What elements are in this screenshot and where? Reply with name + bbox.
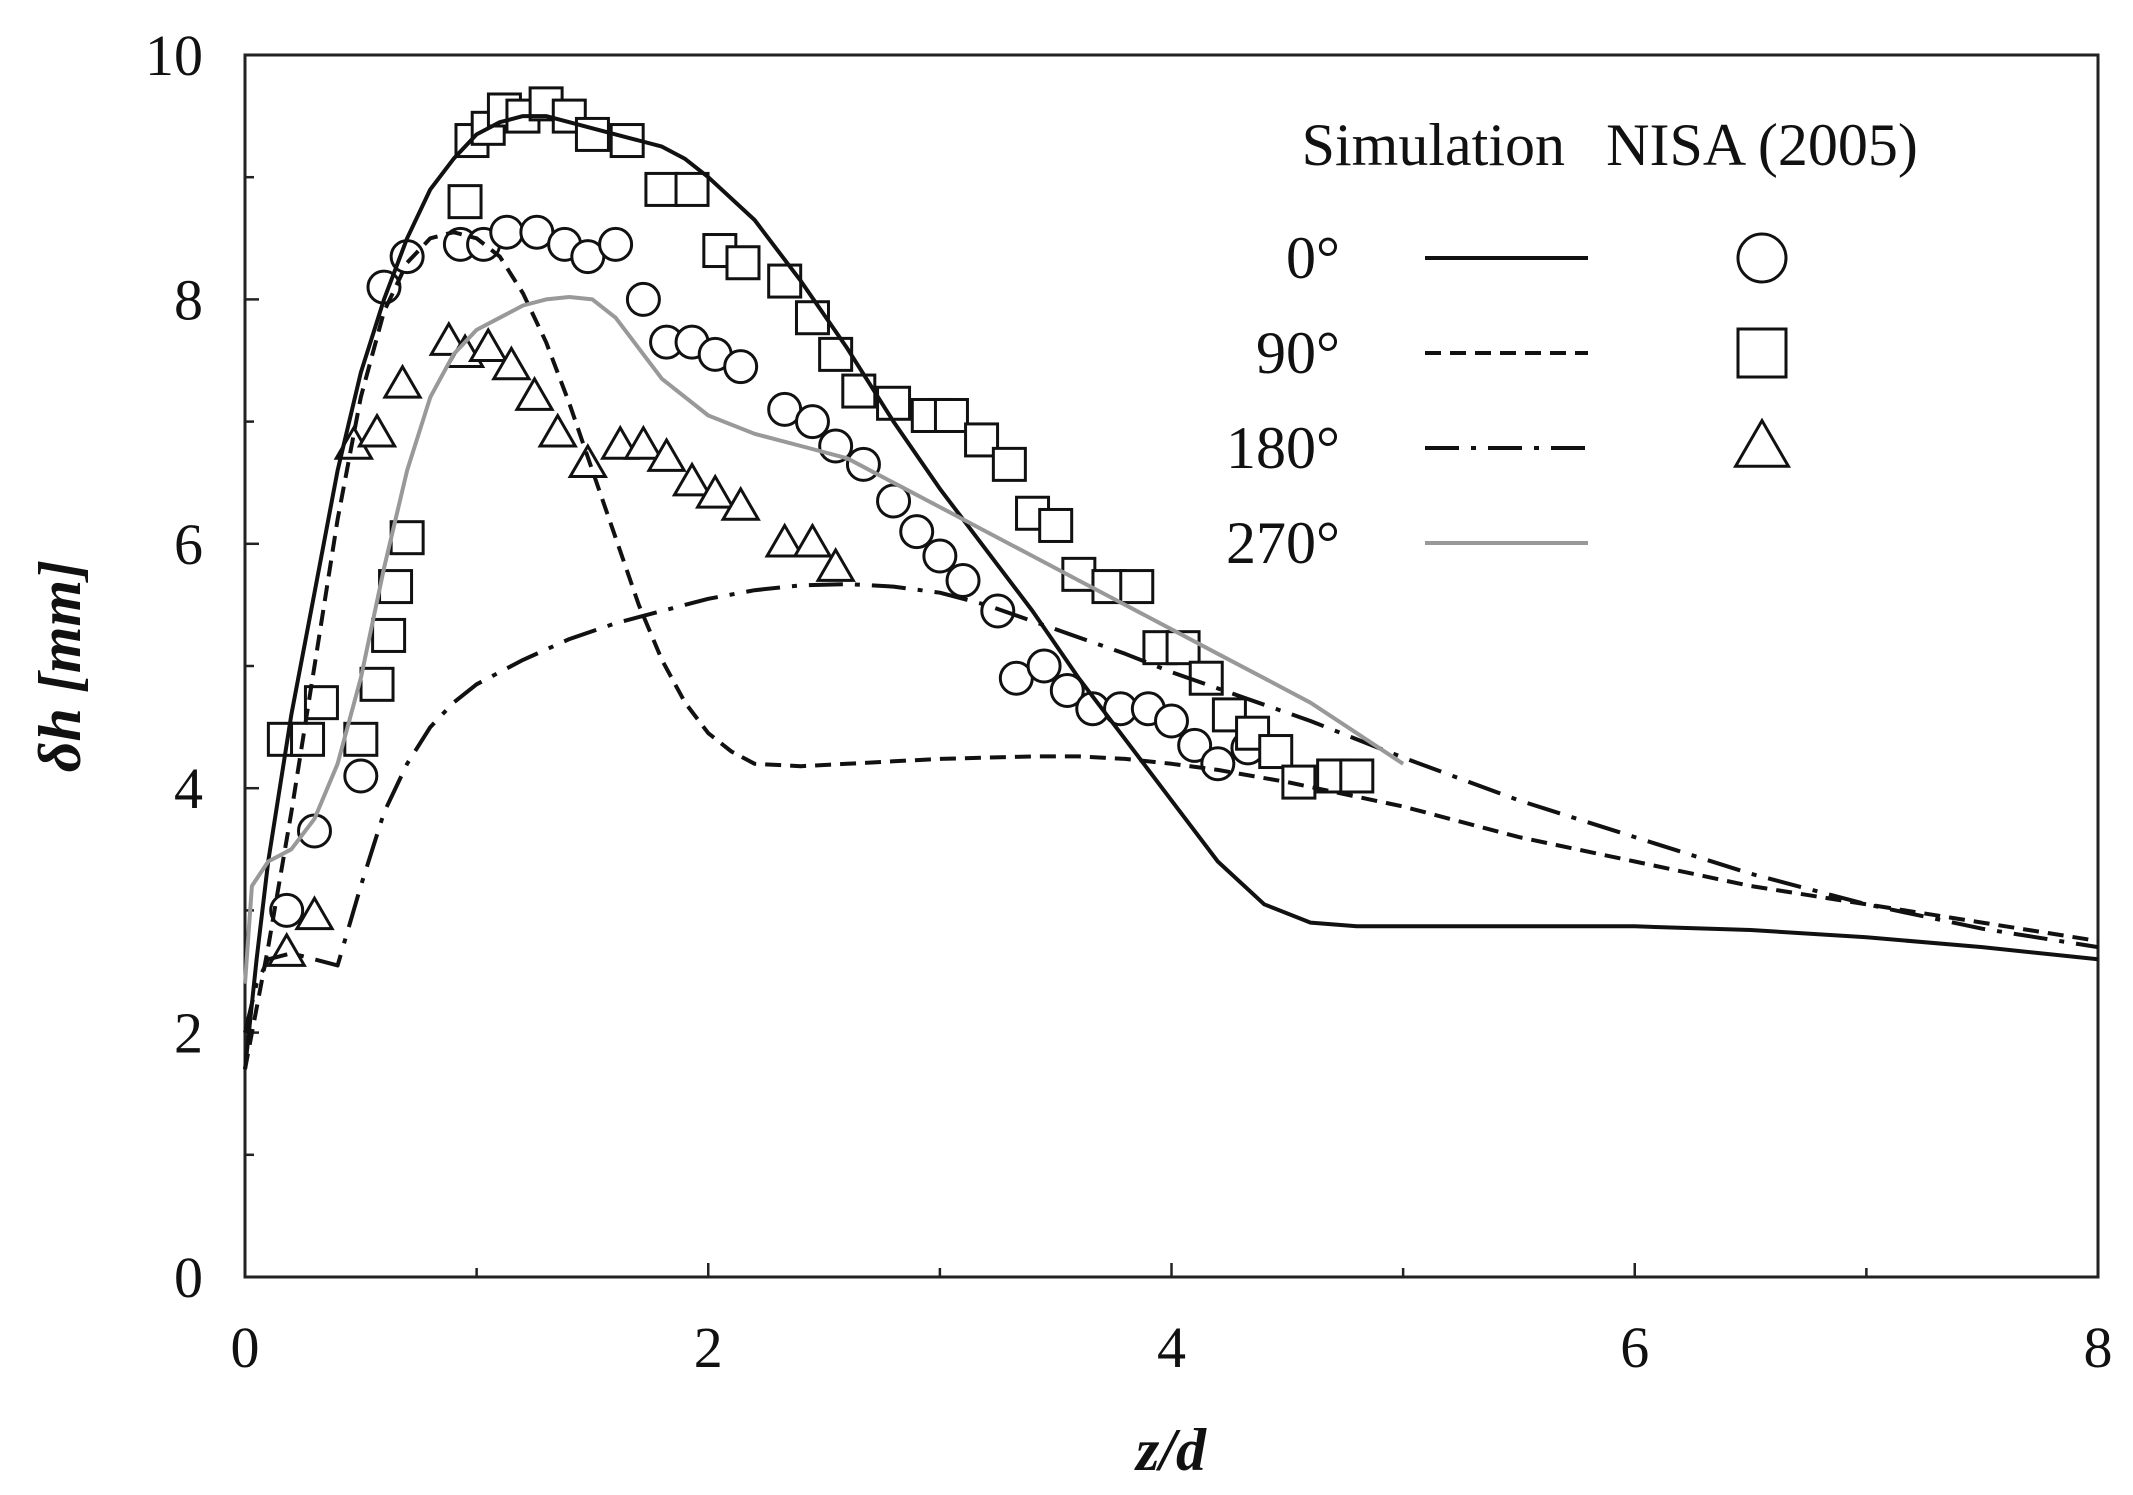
y-tick-label: 4: [174, 756, 203, 821]
data-point-square: [371, 617, 407, 653]
y-axis: 0 2 4 6 8 10: [145, 23, 259, 1310]
data-point-circle: [794, 404, 830, 440]
data-point-circle: [945, 562, 981, 598]
data-point-triangle: [294, 895, 335, 931]
data-point-triangle: [382, 363, 423, 399]
data-point-square: [1281, 764, 1317, 800]
data-point-circle: [876, 483, 912, 519]
y-tick-label: 6: [174, 512, 203, 577]
data-point-square: [933, 397, 969, 433]
y-tick-label: 8: [174, 267, 203, 332]
data-point-square: [447, 184, 483, 220]
data-point-circle: [723, 349, 759, 385]
data-point-triangle: [694, 473, 736, 509]
data-point-triangle: [537, 412, 578, 448]
x-axis-title: z/d: [1134, 1417, 1207, 1483]
data-point-circle: [269, 892, 305, 928]
legend-sim-header: Simulation: [1302, 112, 1565, 178]
sim-line-0deg: [243, 114, 2099, 1070]
data-point-square: [674, 171, 710, 207]
x-tick-label: 2: [694, 1315, 723, 1380]
data-point-square: [767, 263, 803, 299]
experiment-series-triangle: [266, 320, 856, 967]
data-point-square: [290, 721, 326, 757]
legend-marker-square: [1736, 327, 1788, 379]
sim-line-270deg: [243, 295, 1405, 984]
data-point-triangle: [514, 375, 555, 411]
data-point-square: [574, 116, 610, 152]
legend-label: 90°: [1256, 320, 1340, 386]
data-point-circle: [1049, 672, 1085, 708]
data-point-square: [1119, 569, 1155, 605]
data-point-square: [841, 373, 877, 409]
data-point-square: [725, 245, 761, 281]
sim-line-180deg: [243, 582, 2099, 1034]
data-point-circle: [1154, 703, 1189, 739]
y-tick-label: 0: [174, 1245, 203, 1310]
simulation-lines: [243, 114, 2099, 1070]
experiment-markers: [266, 86, 1375, 967]
data-point-square: [389, 520, 425, 556]
data-point-circle: [489, 214, 525, 250]
experiment-series-circle: [269, 214, 1266, 928]
data-point-circle: [598, 226, 634, 262]
experiment-series-square: [266, 86, 1375, 800]
data-point-circle: [845, 446, 881, 482]
data-point-triangle: [815, 547, 856, 582]
data-point-circle: [922, 538, 958, 574]
y-tick-label: 2: [174, 1001, 203, 1066]
x-tick-label: 0: [231, 1315, 260, 1380]
data-point-circle: [1026, 648, 1062, 684]
legend-exp-header: NISA (2005): [1606, 112, 1918, 178]
data-point-square: [1339, 758, 1375, 794]
y-axis-title: δh [mm]: [27, 560, 93, 772]
data-point-square: [991, 446, 1027, 482]
data-point-triangle: [764, 522, 805, 558]
x-axis: 0 2 4 6 8: [231, 1263, 2113, 1380]
data-point-square: [551, 98, 587, 134]
data-point-triangle: [468, 327, 509, 362]
data-point-triangle: [491, 345, 532, 381]
y-tick-label: 10: [145, 23, 203, 88]
data-point-square: [794, 300, 830, 336]
legend-label: 270°: [1226, 510, 1340, 576]
data-point-square: [359, 666, 395, 702]
data-point-triangle: [646, 437, 687, 472]
legend-label: 0°: [1286, 225, 1340, 291]
data-point-square: [818, 336, 854, 372]
x-tick-label: 4: [1157, 1315, 1186, 1380]
data-point-triangle: [720, 485, 761, 521]
x-tick-label: 6: [1620, 1315, 1649, 1380]
sim-line-90deg: [243, 230, 2099, 1070]
data-point-square: [303, 685, 339, 721]
legend: Simulation NISA (2005) 0° 90° 180° 270°: [1226, 112, 1918, 576]
data-point-triangle: [792, 522, 833, 558]
data-point-triangle: [671, 461, 713, 497]
data-point-square: [343, 721, 379, 757]
data-point-circle: [1177, 727, 1213, 763]
x-tick-label: 8: [2084, 1315, 2113, 1380]
legend-marker-circle: [1736, 232, 1788, 284]
data-point-square: [1258, 734, 1294, 770]
data-point-circle: [899, 514, 935, 550]
data-point-triangle: [623, 424, 664, 460]
data-point-circle: [343, 758, 379, 794]
data-point-triangle: [356, 412, 398, 448]
data-point-circle: [1200, 746, 1236, 782]
data-point-square: [1038, 507, 1074, 543]
data-point-square: [644, 171, 680, 207]
data-point-triangle: [266, 931, 307, 967]
legend-label: 180°: [1226, 415, 1340, 481]
data-point-circle: [625, 281, 661, 317]
legend-marker-triangle: [1732, 417, 1792, 468]
